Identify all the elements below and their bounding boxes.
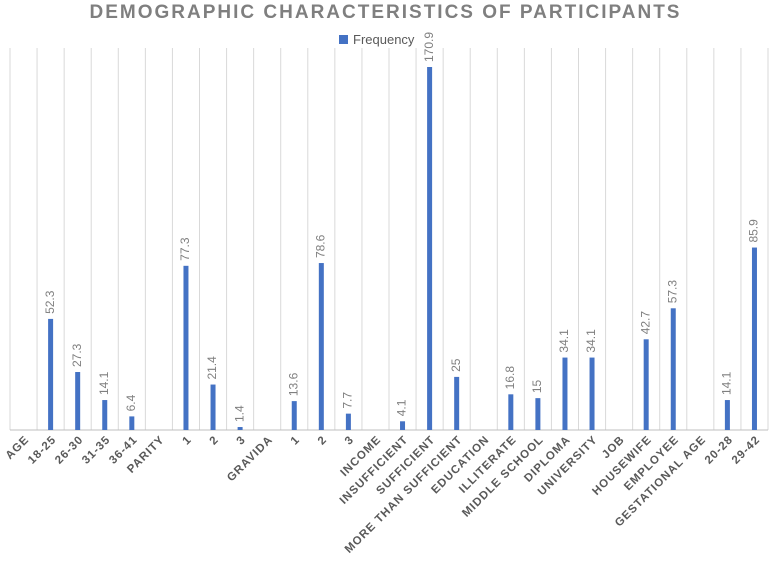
bar (129, 416, 135, 430)
data-label: 25 (449, 358, 463, 372)
gridlines (9, 48, 769, 430)
category-label: 31-35 (80, 434, 113, 467)
bar (454, 376, 460, 430)
data-label: 6.4 (124, 394, 138, 411)
legend-swatch (339, 35, 348, 44)
data-label: 14.1 (720, 371, 734, 395)
bar (102, 400, 108, 430)
bar (48, 318, 54, 430)
data-label: 52.3 (43, 290, 57, 314)
category-label: 20-28 (703, 434, 736, 467)
data-label: 85.9 (747, 219, 761, 243)
category-label: 1 (181, 434, 195, 448)
bar (345, 413, 351, 430)
bar (508, 394, 514, 430)
bar (291, 401, 297, 430)
category-label: 26-30 (53, 434, 86, 467)
bar (400, 421, 406, 430)
category-label: 1 (289, 434, 303, 448)
bar (183, 265, 189, 430)
data-label: 13.6 (286, 372, 300, 396)
data-label: 7.7 (341, 392, 355, 409)
bar (237, 427, 243, 430)
bar (75, 372, 81, 430)
data-label: 170.9 (422, 32, 436, 62)
data-label: 15 (530, 379, 544, 393)
data-label: 78.6 (313, 234, 327, 258)
data-label: 34.1 (584, 329, 598, 353)
bar (643, 339, 649, 430)
bars (48, 67, 757, 430)
bar (670, 308, 676, 430)
data-label: 14.1 (97, 371, 111, 395)
data-label: 77.3 (178, 237, 192, 261)
value-labels: 52.3 27.3 14.1 6.4 77.3 21.4 1.4 13.6 78.6 7.7 4.1… (43, 32, 761, 422)
category-label: 3 (343, 434, 357, 448)
data-label: 1.4 (232, 405, 246, 422)
data-label: 16.8 (503, 366, 517, 390)
data-label: 27.3 (70, 343, 84, 367)
data-label: 21.4 (205, 356, 219, 380)
bar (724, 400, 730, 430)
data-label: 4.1 (395, 399, 409, 416)
legend: Frequency (339, 32, 414, 47)
category-label: GRAVIDA (225, 434, 275, 484)
data-label: 34.1 (557, 329, 571, 353)
data-label: 42.7 (638, 311, 652, 335)
category-label: 18-25 (26, 434, 59, 467)
category-label: 2 (208, 434, 222, 448)
category-label: 2 (316, 434, 330, 448)
chart-title: DEMOGRAPHIC CHARACTERISTICS OF PARTICIPA… (89, 2, 682, 23)
bar (210, 384, 216, 430)
bar (427, 67, 433, 430)
category-label: 29-42 (730, 434, 763, 467)
bar (589, 357, 595, 430)
bar (751, 247, 757, 430)
bar (535, 398, 541, 430)
category-label: 3 (235, 434, 249, 448)
bar (318, 263, 324, 430)
bar (562, 357, 568, 430)
legend-label: Frequency (353, 32, 415, 47)
data-label: 57.3 (665, 280, 679, 304)
